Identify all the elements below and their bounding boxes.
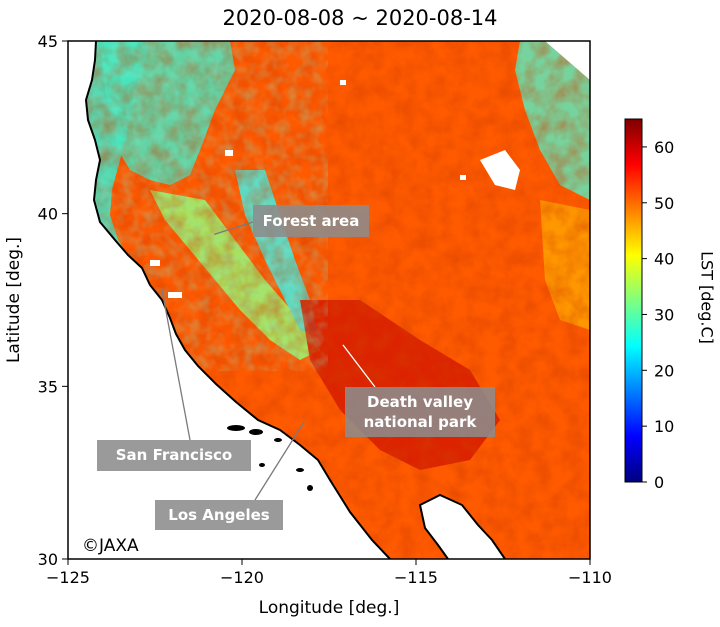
x-tick-label: −115 xyxy=(394,568,438,587)
colorbar-ticks: 0 10 20 30 40 50 60 xyxy=(642,138,674,492)
ocean-mask xyxy=(68,41,390,559)
y-tick-label: 45 xyxy=(38,32,58,51)
leader-line-death-valley xyxy=(342,344,376,388)
y-tick-label: 35 xyxy=(38,377,58,396)
callout-san-francisco: San Francisco xyxy=(97,440,251,471)
lst-raster xyxy=(68,41,590,559)
x-tick-label: −120 xyxy=(220,568,264,587)
leader-line-forest xyxy=(213,221,254,236)
callout-death-valley: Death valley national park xyxy=(345,387,495,437)
leader-line-san-francisco xyxy=(161,289,191,441)
colorbar-tick-label: 20 xyxy=(654,361,674,380)
map-title: 2020-08-08 ~ 2020-08-14 xyxy=(222,6,498,30)
y-axis-label: Latitude [deg.] xyxy=(4,236,24,364)
gulf-mask xyxy=(420,495,505,559)
outside-northeast-mask xyxy=(545,41,590,80)
colorbar xyxy=(624,118,643,483)
colorbar-tick-label: 60 xyxy=(654,138,674,157)
x-tick-label: −125 xyxy=(46,568,90,587)
leader-line-los-angeles xyxy=(254,420,306,501)
gulf-coastline xyxy=(418,493,506,559)
x-axis-ticks: −125 −120 −115 −110 xyxy=(46,559,612,587)
x-tick-label: −110 xyxy=(568,568,612,587)
colorbar-tick-label: 40 xyxy=(654,250,674,269)
callout-los-angeles: Los Angeles xyxy=(155,500,283,530)
plot-frame xyxy=(67,40,591,560)
colorbar-tick-label: 50 xyxy=(654,194,674,213)
y-axis-ticks: 30 35 40 45 xyxy=(38,32,68,569)
y-tick-label: 30 xyxy=(38,550,58,569)
coastline xyxy=(84,41,391,559)
colorbar-label: LST [deg.C] xyxy=(697,251,717,344)
y-tick-label: 40 xyxy=(38,205,58,224)
channel-islands xyxy=(227,425,313,491)
copyright-credit: ©JAXA xyxy=(82,536,139,556)
colorbar-tick-label: 10 xyxy=(654,417,674,436)
annotation-leaders xyxy=(161,221,376,501)
x-axis-label: Longitude [deg.] xyxy=(258,598,400,618)
colorbar-tick-label: 30 xyxy=(654,305,674,324)
callout-forest-area: Forest area xyxy=(253,205,369,237)
colorbar-tick-label: 0 xyxy=(654,473,664,492)
cloud-gaps xyxy=(150,80,520,298)
